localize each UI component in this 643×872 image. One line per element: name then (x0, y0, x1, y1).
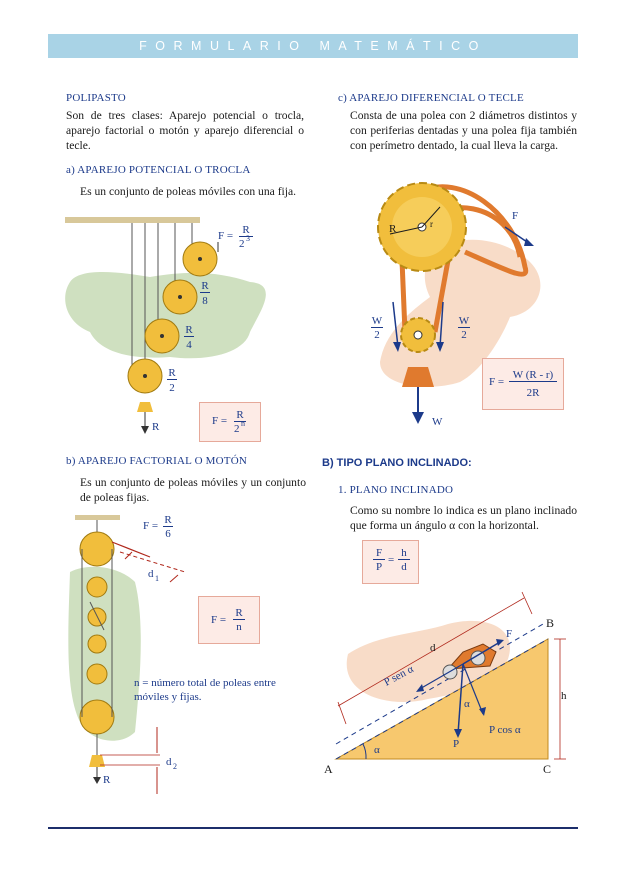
fa-box-den: 2 (234, 423, 240, 435)
fa-f-den: 2 (239, 238, 245, 250)
fa-l2-den: 4 (186, 339, 192, 351)
page-header: FORMULARIO MATEMÁTICO (48, 34, 578, 58)
section-B-title: B) TIPO PLANO INCLINADO: (322, 457, 472, 469)
fa-r-label: R (152, 421, 160, 433)
incline-alpha: α (374, 744, 380, 756)
fa-l1-num: R (200, 280, 210, 293)
fb-d2-sub: 2 (173, 762, 177, 771)
fc-box-den: 2R (526, 387, 540, 399)
section-b-title: b) APAREJO FACTORIAL O MOTÓN (66, 455, 248, 467)
fb-f-den: 6 (165, 528, 171, 540)
fa-f-den-exp: 3 (246, 234, 250, 243)
pink-blob-incline (346, 620, 510, 702)
incline-pcos: P cos α (489, 724, 521, 736)
fb-box-num: R (233, 607, 245, 620)
incline-F: F (506, 628, 513, 640)
section-a-title: a) APAREJO POTENCIAL O TROCLA (66, 164, 251, 176)
incline-alpha2: α (464, 698, 470, 710)
fb-r-label: R (103, 774, 111, 786)
fc-R: R (389, 223, 397, 235)
fb-d1: d (148, 568, 154, 580)
fa-l1-den: 8 (202, 295, 208, 307)
figure-aparejo-potencial (65, 217, 266, 434)
fa-l3-den: 2 (169, 382, 175, 394)
fc-wr-den: 2 (461, 329, 467, 341)
fa-box-num: R (234, 409, 246, 422)
fc-wl-den: 2 (374, 329, 380, 341)
figure-aparejo-factorial (68, 515, 186, 794)
p1-num2: h (398, 547, 410, 560)
fb-d2: d (166, 756, 172, 768)
incline-B: B (546, 616, 555, 630)
incline-h: h (561, 690, 567, 702)
fa-l2-num: R (184, 324, 194, 337)
header-title: FORMULARIO MATEMÁTICO (139, 39, 487, 53)
plano-formula-box: F P = h d (362, 540, 419, 584)
fa-l3-num: R (167, 367, 177, 380)
figure-tecle (377, 182, 541, 424)
fa-box-den-exp: n (241, 419, 245, 428)
section-c-title: c) APAREJO DIFERENCIAL O TECLE (338, 92, 524, 104)
polipasto-title: POLIPASTO (66, 92, 126, 104)
fb-box-den: n (236, 621, 242, 633)
figure-plano-inclinado (334, 591, 566, 760)
fb-n-definition: n = número total de poleas entre móviles… (134, 677, 276, 703)
fc-wl-num: W (371, 315, 383, 328)
pulleys-b (79, 531, 115, 735)
fc-wr-num: W (458, 315, 470, 328)
fb-f-num: R (163, 514, 173, 527)
p1-den2: d (401, 561, 407, 573)
fc-box-num: W (R - r) (509, 369, 557, 382)
fc-box-label: F = (489, 376, 505, 388)
plano-inclinado-text: Como su nombre lo indica es un plano inc… (350, 504, 577, 532)
fc-r: r (430, 219, 433, 229)
section-a-text: Es un conjunto de poleas móviles con una… (80, 185, 297, 198)
plano-inclinado-title: 1. PLANO INCLINADO (338, 484, 454, 496)
fc-W: W (432, 416, 443, 428)
fb-f-label: F = (143, 520, 159, 532)
fa-formula-box: F = R 2 n (199, 402, 261, 442)
fb-d1-sub: 1 (155, 574, 159, 583)
green-blob-b (68, 566, 141, 741)
incline-P: P (453, 738, 460, 750)
fa-box-label: F = (212, 415, 228, 427)
p1-den1: P (375, 561, 383, 573)
fa-f-label: F = (218, 230, 234, 242)
big-gear (377, 182, 467, 272)
fb-box-label: F = (211, 614, 227, 626)
fb-formula-box: F = R n (198, 596, 260, 644)
ceiling-bar (65, 217, 200, 223)
incline-C: C (543, 762, 552, 776)
pulleys (127, 241, 218, 394)
p1-num1: F (373, 547, 385, 560)
small-gear (400, 317, 436, 353)
incline-A: A (324, 762, 333, 776)
p1-eq: = (388, 554, 395, 566)
section-b-text: Es un conjunto de poleas móviles y un co… (80, 476, 306, 504)
fa-f-num: R (239, 224, 253, 237)
fc-formula-box: F = W (R - r) 2R (482, 358, 564, 410)
footer-rule (48, 827, 578, 829)
green-blob (65, 272, 266, 359)
fc-F: F (512, 210, 519, 222)
section-c-text: Consta de una polea con 2 diámetros dist… (350, 109, 577, 152)
incline-d: d (430, 642, 436, 654)
polipasto-text: Son de tres clases: Aparejo potencial o … (66, 109, 304, 152)
